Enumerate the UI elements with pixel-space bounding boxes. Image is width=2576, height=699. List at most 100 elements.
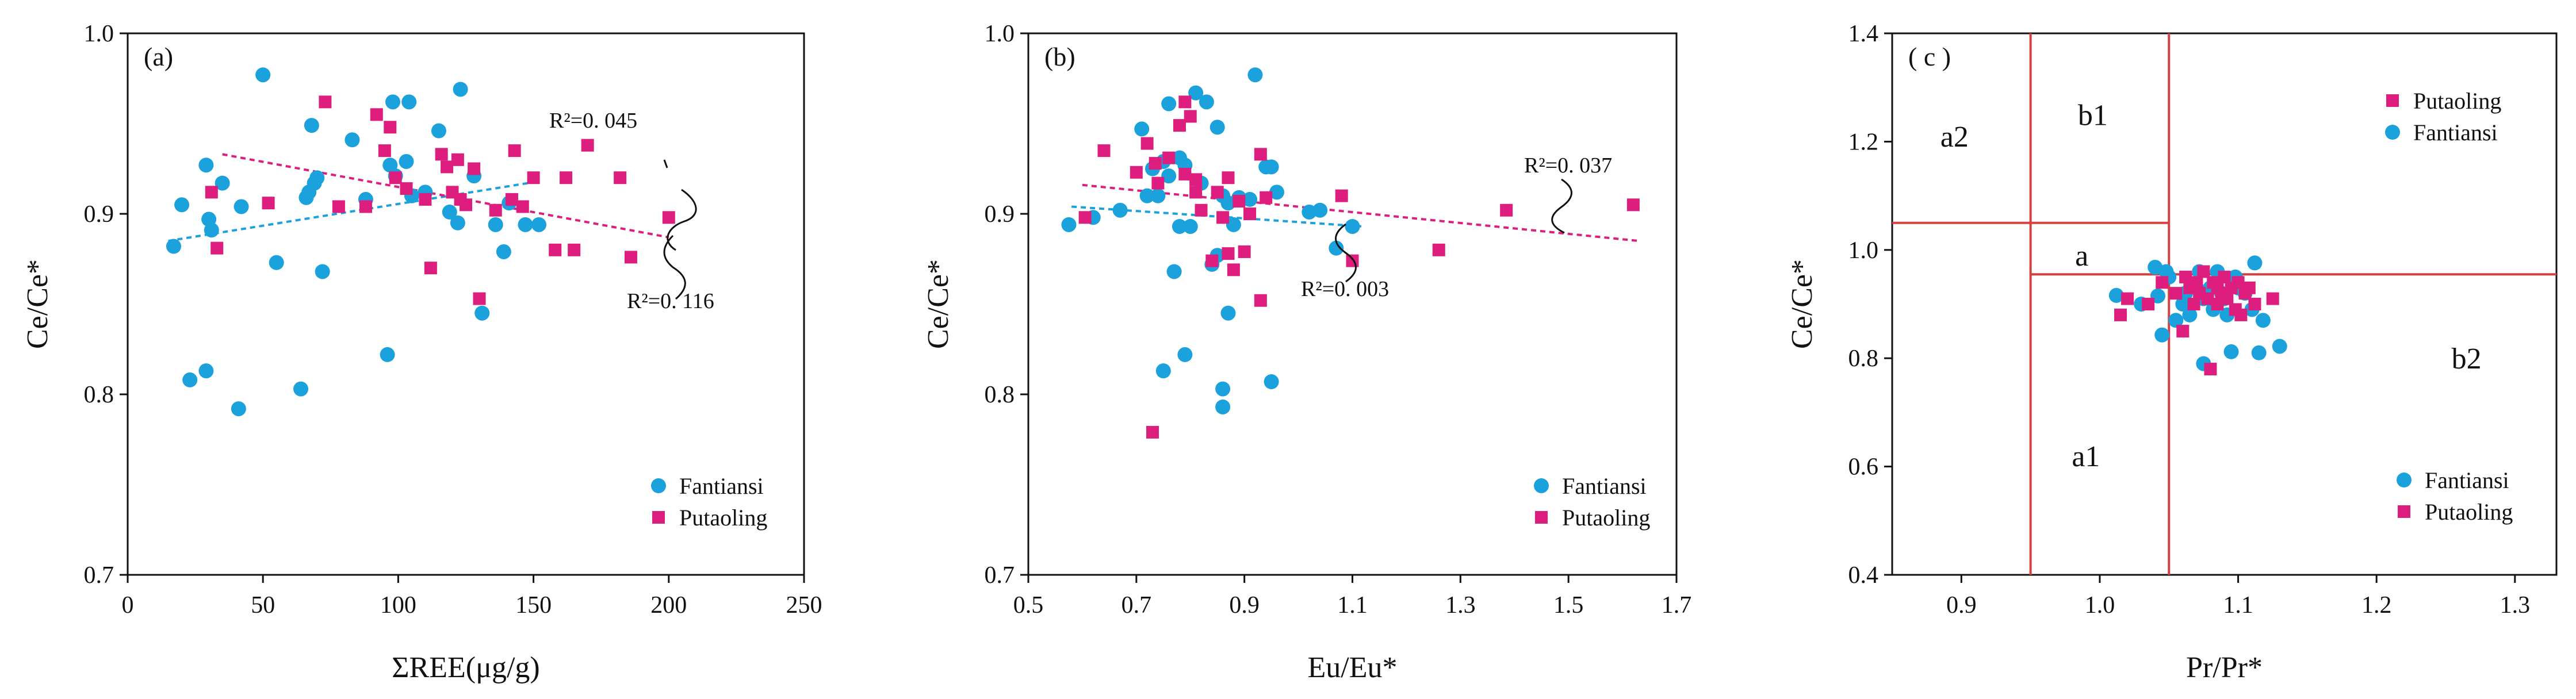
data-point-putaoling	[1432, 243, 1445, 256]
data-point-putaoling	[1178, 95, 1192, 109]
data-point-fantiansi	[174, 197, 190, 213]
data-point-fantiansi	[2182, 307, 2198, 322]
data-point-putaoling	[2187, 298, 2200, 310]
data-point-putaoling	[549, 243, 562, 256]
data-point-fantiansi	[1061, 217, 1077, 232]
y-axis-title: Ce/Ce*	[922, 259, 955, 349]
data-point-fantiansi	[231, 401, 246, 417]
data-point-putaoling	[1151, 176, 1165, 190]
legend-marker-fantiansi	[2385, 125, 2400, 140]
data-point-fantiansi	[1215, 399, 1231, 414]
data-point-putaoling	[2234, 308, 2248, 321]
x-tick-label: 1.2	[2361, 592, 2392, 619]
data-point-putaoling	[2231, 276, 2245, 289]
x-tick-label: 0.5	[1013, 592, 1044, 619]
data-point-putaoling	[2201, 292, 2214, 305]
data-point-putaoling	[389, 171, 402, 185]
data-point-fantiansi	[1264, 374, 1279, 390]
y-tick-label: 1.2	[1848, 129, 1879, 155]
data-point-putaoling	[560, 171, 573, 185]
data-point-fantiansi	[1188, 85, 1204, 101]
legend-marker-fantiansi	[1534, 478, 1549, 493]
x-tick-label: 0.7	[1122, 592, 1152, 619]
data-point-putaoling	[2204, 363, 2217, 376]
data-point-putaoling	[1238, 245, 1251, 258]
x-tick-label: 1.7	[1662, 592, 1692, 619]
data-point-fantiansi	[269, 255, 284, 270]
data-point-fantiansi	[1177, 347, 1193, 362]
data-point-putaoling	[1216, 211, 1230, 224]
data-point-putaoling	[2221, 292, 2234, 305]
y-tick-label: 1.0	[985, 21, 1015, 47]
data-point-fantiansi	[1139, 188, 1155, 203]
legend-marker-fantiansi	[2397, 473, 2412, 487]
data-point-fantiansi	[450, 215, 465, 231]
legend-label: Putaoling	[2425, 499, 2513, 525]
data-point-putaoling	[1626, 198, 1640, 212]
data-point-putaoling	[332, 200, 345, 213]
legend-item-fantiansi: Fantiansi	[2385, 120, 2498, 145]
legend-item-fantiansi: Fantiansi	[1534, 473, 1647, 499]
legend-item-putaoling: Putaoling	[2398, 499, 2513, 525]
y-tick-label: 0.9	[84, 201, 114, 228]
data-point-putaoling	[2190, 276, 2203, 289]
x-axis-title: Eu/Eu*	[1308, 651, 1398, 684]
x-axis-title: ΣREE(μg/g)	[392, 651, 539, 684]
data-point-putaoling	[1346, 254, 1359, 267]
region-label-a1: a1	[2072, 440, 2100, 473]
data-point-fantiansi	[309, 170, 325, 186]
data-point-putaoling	[460, 198, 472, 212]
x-axis-title: Pr/Pr*	[2186, 651, 2263, 684]
y-tick-label: 0.4	[1848, 562, 1879, 589]
data-point-putaoling	[2211, 298, 2224, 310]
data-point-fantiansi	[2255, 313, 2271, 328]
chart-panel-1: 0 50 100 150 200 250 0.7 0.8 0.9 1.0 ΣREE(μg/g) Ce/…	[21, 21, 822, 684]
data-point-fantiansi	[234, 199, 249, 214]
region-label-a2: a2	[1940, 121, 1969, 153]
data-point-fantiansi	[531, 217, 547, 232]
data-point-fantiansi	[1112, 202, 1128, 218]
data-point-fantiansi	[1199, 94, 1214, 110]
data-point-fantiansi	[2154, 327, 2170, 343]
data-point-fantiansi	[2272, 339, 2287, 354]
data-point-putaoling	[516, 200, 529, 213]
legend-marker-fantiansi	[651, 478, 666, 493]
data-point-putaoling	[1146, 425, 1159, 439]
r2-label-fantiansi-b: R²=0. 003	[1301, 277, 1389, 301]
data-point-putaoling	[1140, 137, 1154, 150]
legend-marker-putaoling	[2398, 505, 2410, 518]
legend-marker-putaoling	[2386, 94, 2399, 107]
region-label-a: a	[2075, 240, 2088, 272]
x-tick-label: 1.1	[2223, 592, 2253, 619]
data-point-putaoling	[1178, 167, 1192, 180]
x-tick-label: 150	[515, 592, 552, 619]
data-point-putaoling	[1260, 191, 1273, 204]
region-label-b2: b2	[2452, 343, 2482, 375]
r2-label-fantiansi-a: R²=0. 045	[549, 109, 637, 133]
trendline-putaoling	[1082, 183, 1639, 243]
data-point-fantiansi	[453, 82, 468, 97]
y-tick-label: 1.4	[1848, 21, 1879, 47]
data-point-putaoling	[1254, 294, 1267, 307]
data-point-putaoling	[1335, 189, 1348, 202]
data-point-putaoling	[419, 193, 432, 206]
panel-label: (a)	[144, 42, 173, 71]
data-point-fantiansi	[304, 118, 319, 133]
data-point-fantiansi	[2108, 287, 2124, 303]
y-tick-label: 0.8	[1848, 345, 1879, 372]
data-point-fantiansi	[1209, 120, 1225, 135]
data-point-fantiansi	[401, 94, 417, 110]
data-point-putaoling	[435, 148, 448, 161]
data-point-putaoling	[1078, 211, 1092, 224]
data-point-putaoling	[527, 171, 540, 185]
r2-leader-tip-a	[663, 159, 668, 168]
data-point-fantiansi	[496, 244, 511, 259]
legend-label: Putaoling	[679, 505, 767, 531]
data-point-putaoling	[2266, 292, 2279, 305]
data-point-fantiansi	[1226, 217, 1241, 232]
data-point-fantiansi	[2223, 344, 2239, 359]
y-tick-label: 0.8	[985, 382, 1015, 408]
x-tick-label: 1.3	[1445, 592, 1476, 619]
y-tick-label: 1.0	[84, 21, 114, 47]
legend-label: Putaoling	[2413, 88, 2501, 114]
